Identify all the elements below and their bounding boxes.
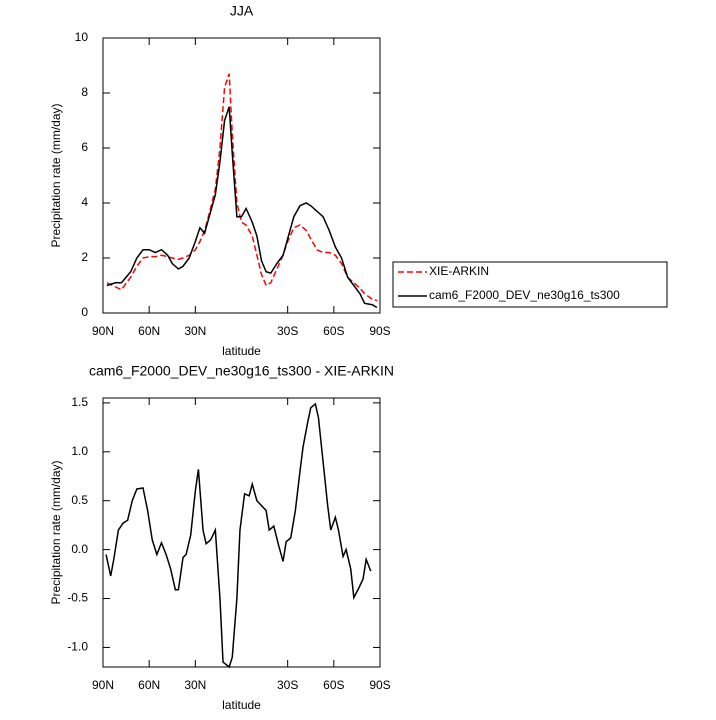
data-line (106, 73, 378, 302)
y-tick-label: 2 (81, 250, 88, 264)
y-tick-label: 1.5 (71, 395, 88, 409)
plot-frame (102, 37, 381, 314)
x-axis-label: latitude (222, 698, 261, 712)
x-tick-label: 30N (184, 324, 206, 338)
x-tick-label: 30N (184, 678, 206, 692)
x-tick-label: 30S (277, 678, 298, 692)
y-tick-label: 4 (81, 195, 88, 209)
x-tick-label: 60N (138, 678, 160, 692)
data-line (106, 106, 378, 309)
y-tick-label: 0.0 (71, 542, 88, 556)
x-tick-label: 90S (369, 324, 390, 338)
x-tick-label: 30S (277, 324, 298, 338)
y-axis-label: Precipitation rate (mm/day) (49, 103, 63, 247)
chart-title: cam6_F2000_DEV_ne30g16_ts300 - XIE-ARKIN (89, 363, 394, 379)
x-tick-label: 90N (92, 324, 114, 338)
legend-label: XIE-ARKIN (429, 264, 489, 278)
x-tick-label: 90N (92, 678, 114, 692)
y-tick-label: -1.0 (67, 640, 88, 654)
y-tick-label: 6 (81, 140, 88, 154)
x-tick-label: 60N (138, 324, 160, 338)
plot-frame (102, 397, 381, 668)
y-tick-label: 1.0 (71, 444, 88, 458)
data-line (105, 402, 372, 669)
y-tick-label: 10 (75, 30, 89, 44)
y-axis-label: Precipitation rate (mm/day) (49, 460, 63, 604)
y-tick-label: -0.5 (67, 591, 88, 605)
legend-box (392, 261, 668, 308)
y-tick-label: 0 (81, 305, 88, 319)
y-tick-label: 8 (81, 85, 88, 99)
x-axis-label: latitude (222, 344, 261, 358)
chart-title: JJA (230, 3, 254, 19)
x-tick-label: 60S (323, 324, 344, 338)
x-tick-label: 90S (369, 678, 390, 692)
x-tick-label: 60S (323, 678, 344, 692)
y-tick-label: 0.5 (71, 493, 88, 507)
legend-label: cam6_F2000_DEV_ne30g16_ts300 (429, 288, 620, 302)
